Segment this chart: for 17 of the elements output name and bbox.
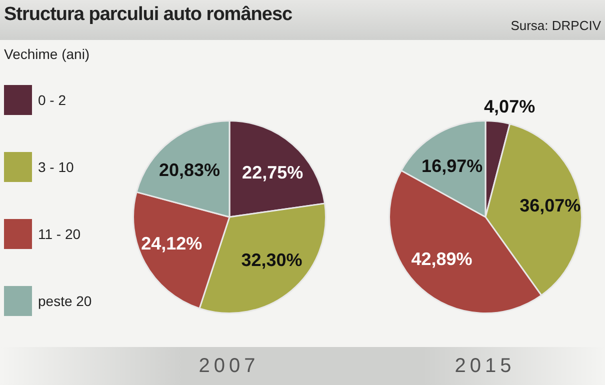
data-label: 16,97% — [422, 156, 483, 176]
data-label: 42,89% — [411, 249, 472, 270]
legend-label: peste 20 — [38, 292, 92, 308]
data-label: 36,07% — [520, 196, 581, 216]
data-label: 22,75% — [242, 162, 304, 182]
text: Sursa: DRPCIV — [510, 18, 601, 33]
data-label: 4,07% — [484, 96, 536, 117]
legend-title: Vechime (ani) — [4, 46, 91, 62]
text: 2007 — [198, 355, 260, 378]
data-label: 32,30% — [241, 250, 302, 270]
legend-label: 0 - 2 — [38, 92, 66, 108]
legend-label: 11 - 20 — [38, 226, 81, 242]
text: 2015 — [454, 355, 516, 378]
data-label: 20,83% — [158, 160, 220, 180]
data-label: 24,12% — [141, 233, 202, 254]
legend-label: 3 - 10 — [38, 158, 74, 174]
chart-title: Structura parcului auto românesc — [4, 4, 292, 26]
